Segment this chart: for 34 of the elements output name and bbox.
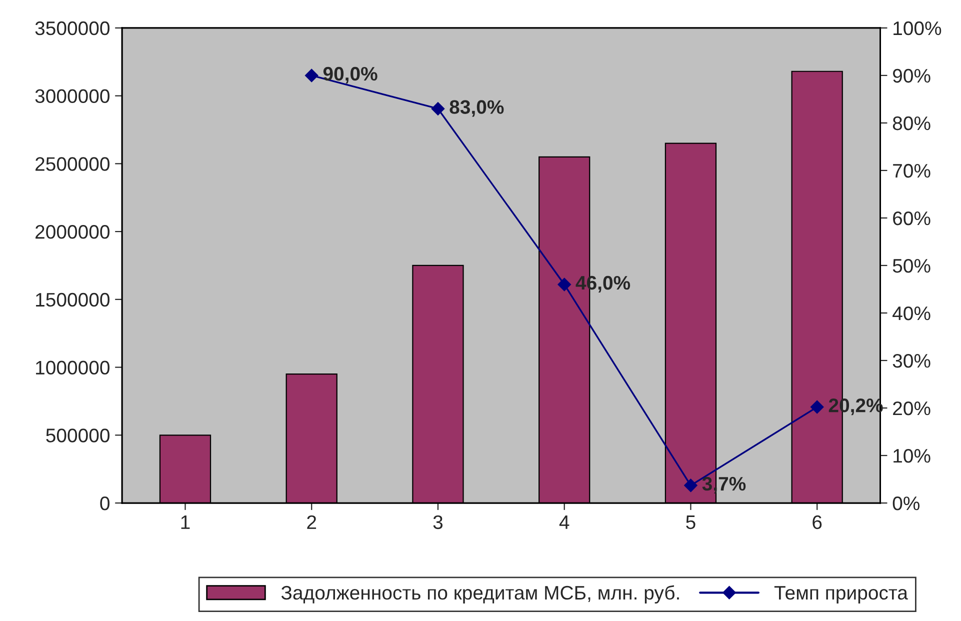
x-tick-label: 2 — [307, 515, 316, 529]
y2-tick-label: 50% — [892, 258, 930, 273]
x-tick-label: 5 — [686, 516, 696, 530]
point — [431, 102, 445, 116]
y-tick-label: 0 — [100, 496, 110, 510]
y2-tick-label: 40% — [892, 306, 930, 320]
y-tick-label: 1000000 — [36, 360, 110, 375]
y2-tick-label: 10% — [894, 448, 930, 463]
y-tick-label: 2500000 — [36, 157, 110, 171]
y-tick-label: 3000000 — [35, 89, 110, 104]
x-tick-label: 1 — [181, 516, 190, 529]
y2-tick-label: 90% — [892, 68, 930, 83]
y2-tick-label: 70% — [893, 164, 930, 178]
y2-tick-label: 30% — [892, 354, 930, 368]
data-label: 83,0% — [450, 100, 504, 117]
y-tick-label: 500000 — [46, 428, 110, 442]
x-tick-label: 3 — [433, 515, 443, 530]
point — [684, 478, 698, 492]
x-tick-label: 4 — [559, 516, 570, 529]
y2-tick-label: 0% — [892, 496, 920, 510]
legend-label: Темп прироста — [774, 586, 908, 604]
y2-tick-label: 20% — [893, 401, 930, 416]
y-tick-label: 1500000 — [36, 292, 110, 307]
point — [558, 278, 571, 292]
y-tick-label: 3500000 — [35, 21, 110, 36]
y2-tick-label: 80% — [892, 116, 930, 130]
y-tick-label: 2000000 — [36, 225, 110, 239]
y2-tick-label: 60% — [893, 211, 930, 226]
data-label: 90,0% — [323, 66, 378, 84]
point — [810, 400, 824, 414]
point — [305, 68, 318, 82]
y2-tick-label: 100% — [894, 21, 942, 36]
x-tick-label: 6 — [812, 515, 822, 530]
legend-label: Задолженность по кредитам МСБ, млн. руб. — [281, 585, 679, 604]
